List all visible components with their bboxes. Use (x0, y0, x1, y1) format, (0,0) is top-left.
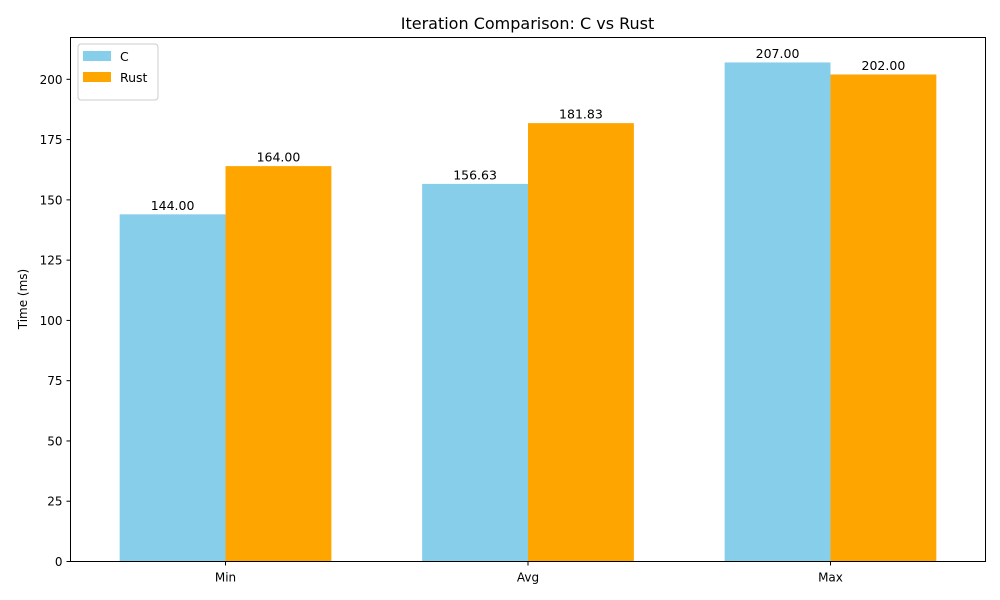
bar-rust-min (225, 166, 332, 562)
y-tick-label: 50 (47, 434, 62, 448)
y-tick-label: 200 (40, 73, 63, 87)
y-tick-label: 125 (40, 254, 63, 268)
data-label: 156.63 (453, 167, 497, 182)
data-label: 181.83 (559, 107, 603, 122)
y-tick-label: 150 (40, 193, 63, 207)
y-tick-label: 100 (40, 314, 63, 328)
y-tick-label: 25 (47, 495, 62, 509)
y-tick-label: 75 (47, 374, 62, 388)
x-tick-label: Max (818, 571, 843, 585)
y-tick-label: 0 (55, 555, 63, 569)
legend-swatch-rust (83, 72, 111, 82)
ticks-layer: 0 25 50 75 100 125 150 175 200 Min Avg Max (40, 73, 843, 585)
legend-label-rust: Rust (120, 70, 148, 85)
bar-c-avg (422, 183, 528, 562)
bars-layer: 144.00 156.63 207.00 164.00 181.83 202.00 (119, 46, 937, 562)
bar-c-max (724, 62, 831, 562)
legend-label-c: C (120, 49, 129, 64)
data-label: 202.00 (862, 58, 906, 73)
y-axis-label: Time (ms) (16, 269, 30, 331)
data-label: 207.00 (756, 46, 800, 61)
bar-c-min (119, 214, 226, 562)
data-label: 164.00 (257, 150, 301, 165)
y-tick-label: 175 (40, 133, 63, 147)
legend: C Rust (77, 43, 159, 101)
data-label: 144.00 (151, 198, 195, 213)
x-tick-label: Min (215, 571, 236, 585)
bar-rust-max (830, 74, 937, 562)
chart-title: Iteration Comparison: C vs Rust (401, 14, 655, 33)
bar-rust-avg (528, 123, 634, 562)
plot-frame (70, 37, 986, 562)
legend-swatch-c (83, 51, 111, 61)
x-tick-label: Avg (517, 571, 539, 585)
